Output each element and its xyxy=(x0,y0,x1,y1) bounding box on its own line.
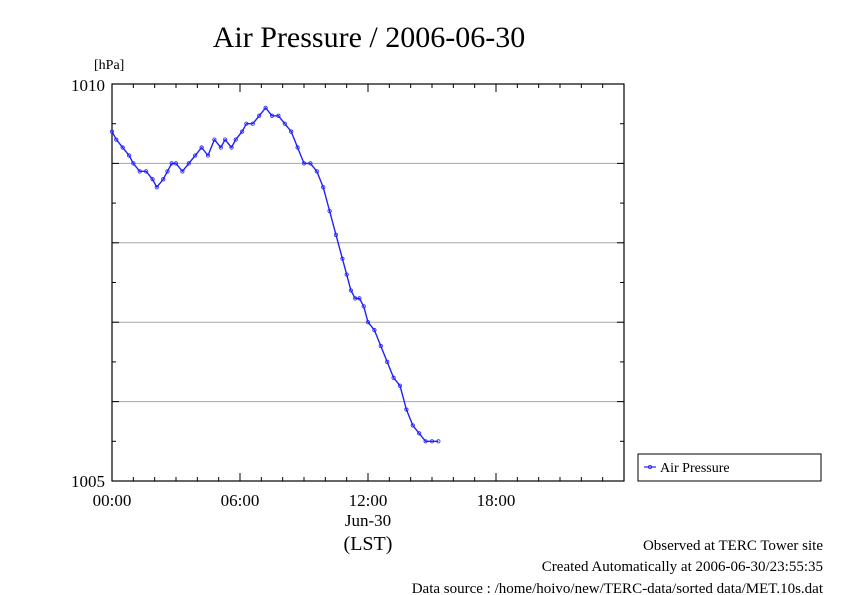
data-point xyxy=(120,145,125,150)
data-point xyxy=(257,113,262,118)
data-point xyxy=(378,343,383,349)
data-point xyxy=(429,439,435,444)
data-point xyxy=(193,153,198,158)
x-date-label: Jun-30 xyxy=(345,511,391,530)
data-point xyxy=(348,288,354,293)
x-tick-label-0000: 00:00 xyxy=(93,491,132,510)
data-point xyxy=(144,169,149,174)
data-point xyxy=(250,121,255,126)
data-point xyxy=(282,121,287,126)
x-tick-label-1200: 12:00 xyxy=(349,491,388,510)
data-point xyxy=(233,137,238,142)
data-point xyxy=(385,359,390,364)
grid-lines xyxy=(112,162,624,403)
data-point xyxy=(205,153,211,158)
data-point xyxy=(218,145,223,150)
legend: Air Pressure xyxy=(637,453,822,482)
footer-site: Observed at TERC Tower site xyxy=(643,538,823,554)
x-tick-label-0600: 06:00 xyxy=(221,491,260,510)
data-point xyxy=(109,129,115,134)
data-point xyxy=(180,169,185,174)
legend-box xyxy=(637,453,822,482)
y-tick-label-max: 1010 xyxy=(71,76,105,95)
data-point xyxy=(165,169,170,174)
data-point xyxy=(154,185,159,190)
data-point xyxy=(340,256,345,261)
chart-title: Air Pressure / 2006-06-30 xyxy=(213,21,525,54)
footer-created: Created Automatically at 2006-06-30/23:5… xyxy=(542,559,823,575)
data-point xyxy=(186,161,191,166)
data-point xyxy=(240,129,245,134)
data-point xyxy=(173,161,179,166)
data-point xyxy=(327,208,332,214)
data-point xyxy=(301,161,307,166)
data-point xyxy=(397,383,403,388)
data-point xyxy=(333,232,339,237)
data-point xyxy=(289,129,294,134)
data-point xyxy=(229,145,234,150)
data-point xyxy=(150,177,155,182)
data-point xyxy=(417,431,422,436)
x-tick-label-1800: 18:00 xyxy=(477,491,516,510)
data-point xyxy=(344,272,349,277)
y-tick-label-min: 1005 xyxy=(71,472,105,491)
x-unit-label: (LST) xyxy=(344,533,393,555)
data-point xyxy=(423,439,428,444)
legend-marker-swatch xyxy=(648,464,653,469)
data-point xyxy=(269,113,275,118)
plot-frame xyxy=(111,83,625,482)
data-point xyxy=(244,121,249,126)
data-point xyxy=(199,145,204,150)
data-point xyxy=(436,439,441,444)
data-point xyxy=(137,169,142,174)
data-point xyxy=(314,169,319,174)
data-point xyxy=(391,375,396,380)
data-point xyxy=(404,407,409,412)
data-point xyxy=(357,296,362,301)
data-point xyxy=(276,113,281,118)
footer-source: Data source : /home/hoivo/new/TERC-data/… xyxy=(412,581,824,595)
data-point xyxy=(161,177,166,182)
data-point xyxy=(308,161,313,166)
data-point xyxy=(114,137,119,142)
legend-label: Air Pressure xyxy=(660,461,730,476)
data-point xyxy=(353,296,358,301)
data-point xyxy=(372,328,377,333)
data-point xyxy=(169,161,174,166)
series-line xyxy=(111,107,439,442)
data-point xyxy=(212,137,217,142)
data-point xyxy=(361,304,366,309)
data-point xyxy=(126,153,132,158)
data-point xyxy=(365,320,371,325)
axis-ticks xyxy=(111,83,625,482)
data-point xyxy=(263,105,268,110)
y-axis-unit-label: [hPa] xyxy=(94,58,124,73)
data-point xyxy=(222,137,228,142)
data-point xyxy=(295,145,300,150)
data-point xyxy=(410,423,415,428)
data-point xyxy=(131,161,136,166)
data-point xyxy=(321,185,326,190)
series-air-pressure xyxy=(109,105,441,444)
